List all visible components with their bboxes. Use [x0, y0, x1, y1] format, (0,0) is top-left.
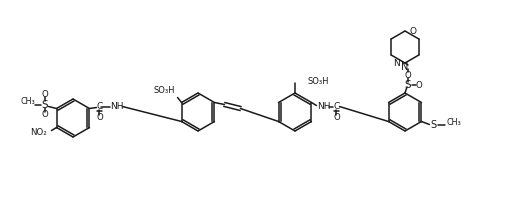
Text: O: O [410, 26, 417, 36]
Text: O: O [415, 81, 423, 89]
Text: N: N [401, 62, 409, 72]
Text: O: O [405, 70, 411, 80]
Text: S: S [405, 80, 411, 90]
Text: NH: NH [317, 102, 330, 111]
Text: CH₃: CH₃ [446, 118, 461, 127]
Text: SO₃H: SO₃H [154, 86, 175, 95]
Text: C: C [333, 102, 340, 111]
Text: NH: NH [110, 102, 123, 111]
Text: CH₃: CH₃ [20, 98, 35, 106]
Text: N: N [393, 59, 400, 67]
Text: S: S [430, 120, 436, 129]
Text: O: O [41, 90, 48, 99]
Text: O: O [96, 113, 103, 122]
Text: O: O [41, 110, 48, 119]
Text: SO₃H: SO₃H [307, 77, 329, 85]
Text: O: O [333, 113, 340, 122]
Text: C: C [97, 102, 103, 111]
Text: NO₂: NO₂ [30, 128, 47, 137]
Text: S: S [41, 100, 48, 109]
